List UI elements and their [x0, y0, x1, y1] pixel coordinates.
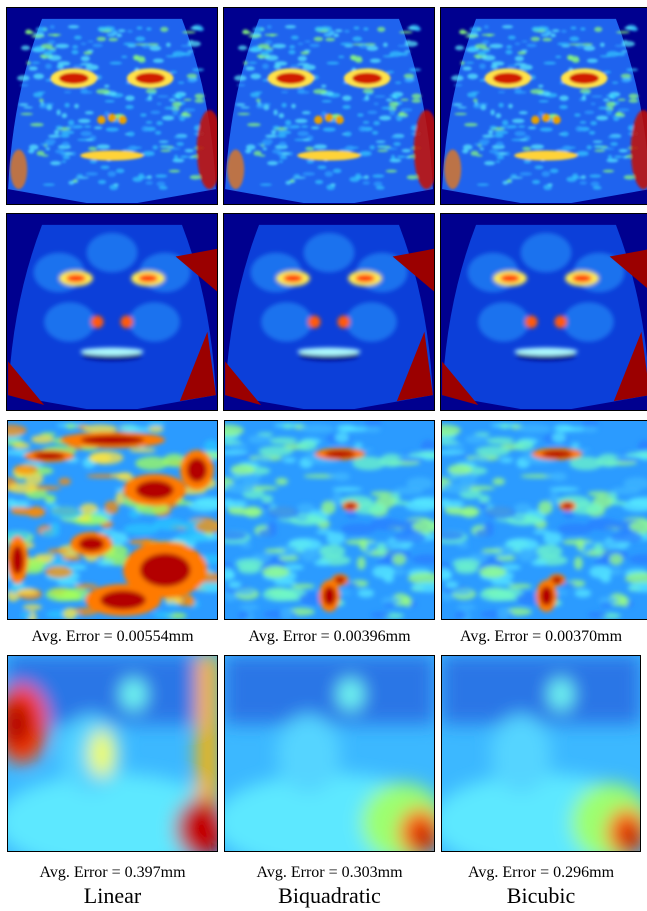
- method-label-linear: Linear: [83, 883, 142, 908]
- error-caption-coarse-bicubic: Avg. Error = 0.296mm: [467, 864, 615, 881]
- zoom-fine-bicubic: [441, 420, 647, 620]
- face-smooth-biquadratic: [223, 213, 435, 411]
- face-fine-linear: [6, 7, 218, 205]
- face-fine-biquadratic: [223, 7, 435, 205]
- zoom-fine-biquadratic: [224, 420, 435, 620]
- error-caption-coarse-biquadratic: Avg. Error = 0.303mm: [256, 864, 403, 881]
- face-smooth-bicubic: [440, 213, 647, 411]
- error-caption-fine-bicubic: Avg. Error = 0.00370mm: [459, 628, 623, 645]
- error-caption-fine-linear: Avg. Error = 0.00554mm: [31, 628, 194, 645]
- zoom-coarse-biquadratic: [224, 655, 435, 852]
- method-label-biquadratic: Biquadratic: [278, 883, 381, 908]
- zoom-coarse-bicubic: [441, 655, 641, 852]
- method-label-bicubic: Bicubic: [506, 883, 576, 908]
- face-smooth-linear: [6, 213, 218, 411]
- face-fine-bicubic: [440, 7, 647, 205]
- error-caption-fine-biquadratic: Avg. Error = 0.00396mm: [248, 628, 411, 645]
- error-caption-coarse-linear: Avg. Error = 0.397mm: [39, 864, 186, 881]
- zoom-fine-linear: [7, 420, 218, 620]
- zoom-coarse-linear: [7, 655, 218, 852]
